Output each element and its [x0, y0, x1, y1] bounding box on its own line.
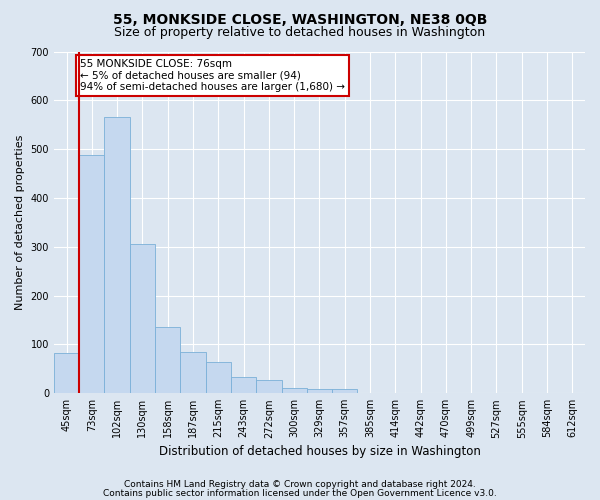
Text: 55 MONKSIDE CLOSE: 76sqm
← 5% of detached houses are smaller (94)
94% of semi-de: 55 MONKSIDE CLOSE: 76sqm ← 5% of detache… [80, 59, 345, 92]
Bar [206, 362, 231, 393]
Text: 55, MONKSIDE CLOSE, WASHINGTON, NE38 0QB: 55, MONKSIDE CLOSE, WASHINGTON, NE38 0QB [113, 12, 487, 26]
X-axis label: Distribution of detached houses by size in Washington: Distribution of detached houses by size … [158, 444, 481, 458]
Bar [130, 244, 155, 393]
Bar [231, 377, 256, 393]
Bar [104, 118, 130, 393]
Bar [307, 390, 332, 393]
Bar [54, 353, 79, 393]
Text: Size of property relative to detached houses in Washington: Size of property relative to detached ho… [115, 26, 485, 39]
Bar [155, 328, 181, 393]
Text: Contains HM Land Registry data © Crown copyright and database right 2024.: Contains HM Land Registry data © Crown c… [124, 480, 476, 489]
Y-axis label: Number of detached properties: Number of detached properties [15, 134, 25, 310]
Bar [181, 352, 206, 393]
Bar [79, 155, 104, 393]
Bar [281, 388, 307, 393]
Text: Contains public sector information licensed under the Open Government Licence v3: Contains public sector information licen… [103, 488, 497, 498]
Bar [256, 380, 281, 393]
Bar [332, 390, 358, 393]
